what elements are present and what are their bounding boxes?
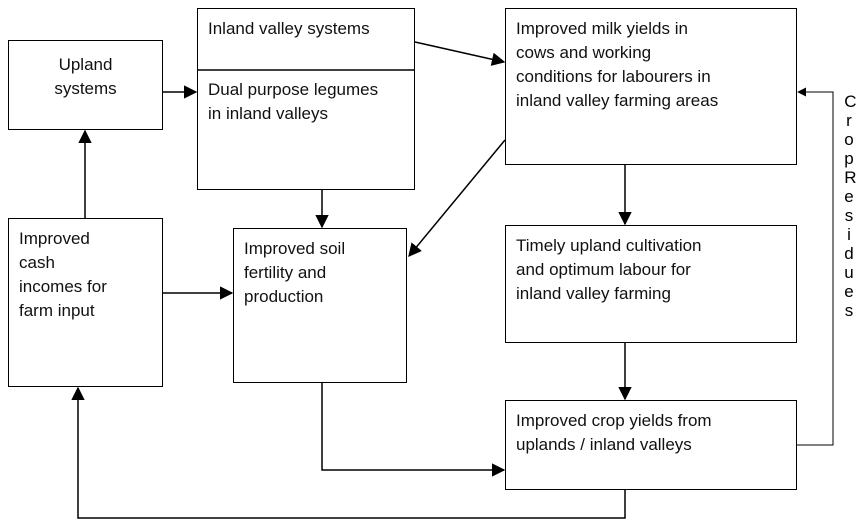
node-box: Improved cash incomes for farm input	[8, 218, 163, 387]
node-label: Timely upland cultivation	[516, 236, 702, 255]
node-box: Improved soil fertility and production	[233, 228, 407, 383]
node-label: inland valley farming areas	[516, 91, 719, 110]
node-label: fertility and	[244, 263, 327, 282]
node-label: Upland	[58, 55, 113, 74]
node-box: Dual purpose legumes in inland valleys	[197, 70, 415, 190]
arrow	[414, 41, 506, 66]
node-label: and optimum labour for	[516, 260, 691, 279]
node-label: systems	[54, 79, 117, 98]
node-box: Improved crop yields from uplands / inlan…	[505, 400, 797, 490]
side-label: Crop Residues	[838, 92, 860, 320]
node-label: farm input	[19, 301, 95, 320]
node-label: Improved soil	[244, 239, 346, 258]
side-label-text: Crop Residues	[844, 92, 859, 320]
node-label: cows and working	[516, 43, 652, 62]
node-label: Dual purpose legumes	[208, 80, 379, 99]
node-label: cash	[19, 253, 55, 272]
arrow	[321, 383, 506, 477]
node-label: production	[244, 287, 324, 306]
node-label: Improved crop yields from	[516, 411, 712, 430]
arrow	[408, 139, 506, 258]
node-box: Upland systems	[8, 40, 163, 130]
node-label: uplands / inland valleys	[516, 435, 692, 454]
node-label: inland valley farming	[516, 284, 671, 303]
node-box: Timely upland cultivation and optimum lab…	[505, 225, 797, 343]
arrow	[797, 87, 834, 446]
node-label: in inland valleys	[208, 104, 329, 123]
node-label: incomes for	[19, 277, 107, 296]
arrow	[71, 386, 626, 519]
node-label: Inland valley systems	[208, 19, 370, 38]
node-box: Inland valley systems	[197, 8, 415, 70]
node-label: Improved	[19, 229, 90, 248]
node-box: Improved milk yields in cows and working c…	[505, 8, 797, 165]
node-label: Improved milk yields in	[516, 19, 688, 38]
node-label: conditions for labourers in	[516, 67, 711, 86]
